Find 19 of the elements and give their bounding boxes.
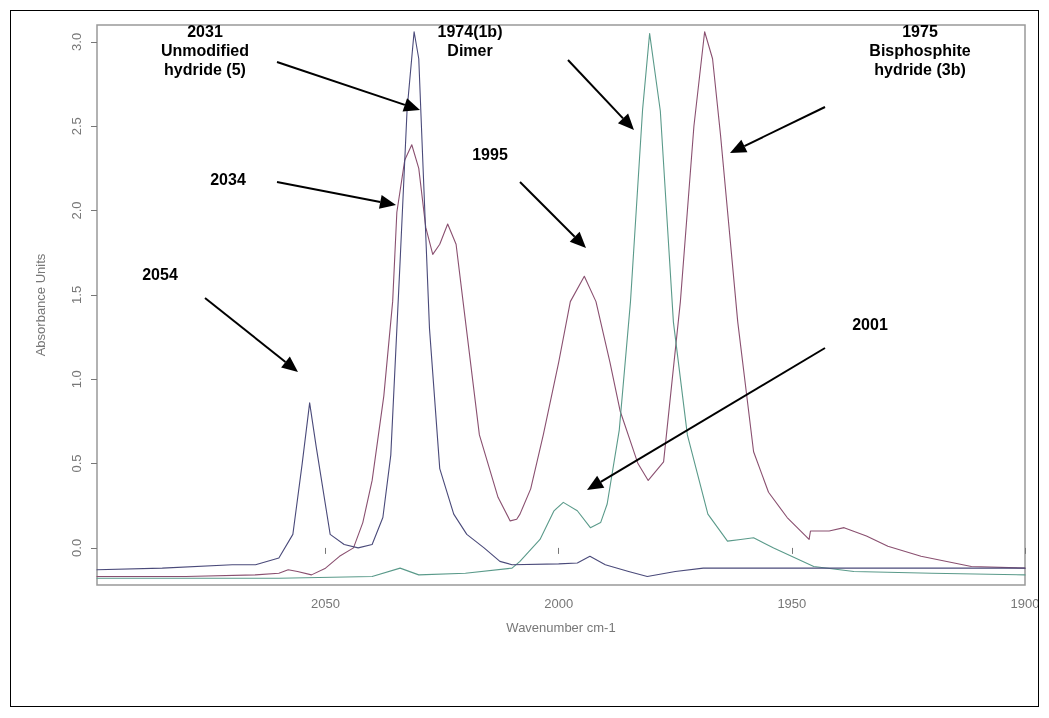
x-tick-label: 1950 [777, 596, 807, 611]
annotation: 1975 Bisphosphite hydride (3b) [869, 22, 971, 79]
y-tick-label: 3.0 [69, 32, 84, 51]
annotation: 2054 [142, 265, 178, 284]
annotation: 2031 Unmodified hydride (5) [161, 22, 249, 79]
y-tick-label: 1.0 [69, 370, 84, 389]
annotation: 2034 [210, 170, 246, 189]
x-axis-title: Wavenumber cm-1 [506, 620, 616, 635]
y-tick-label: 0.5 [69, 454, 84, 473]
annotation: 1995 [472, 145, 508, 164]
y-tick-label: 2.5 [69, 117, 84, 136]
annotation: 1974(1b) Dimer [437, 22, 503, 60]
y-tick-label: 2.0 [69, 201, 84, 220]
y-tick-label: 1.5 [69, 285, 84, 304]
x-tick-label: 2050 [311, 596, 340, 611]
y-tick-label: 0.0 [69, 538, 84, 557]
y-axis-title: Absorbance Units [33, 253, 48, 357]
x-tick-label: 2000 [544, 596, 574, 611]
annotation: 2001 [852, 315, 888, 334]
